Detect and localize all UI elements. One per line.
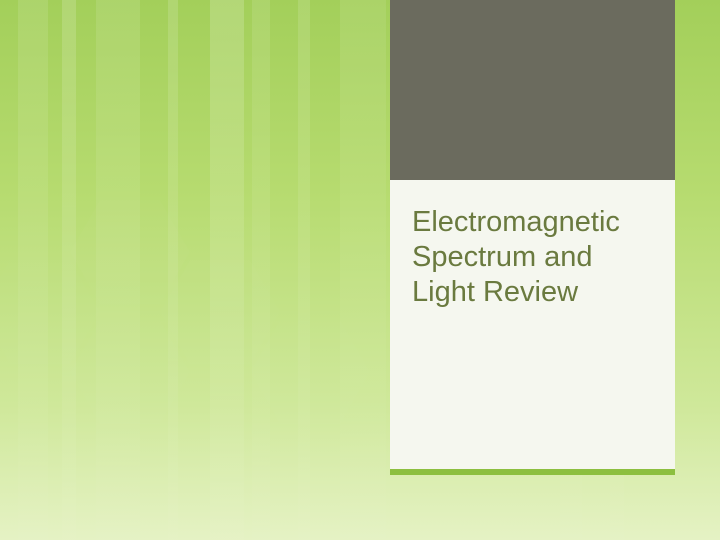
title-card: Electromagnetic Spectrum and Light Revie… [390,0,675,475]
slide-title: Electromagnetic Spectrum and Light Revie… [412,205,657,309]
title-card-header-block [390,0,675,180]
title-card-underline [390,469,675,475]
